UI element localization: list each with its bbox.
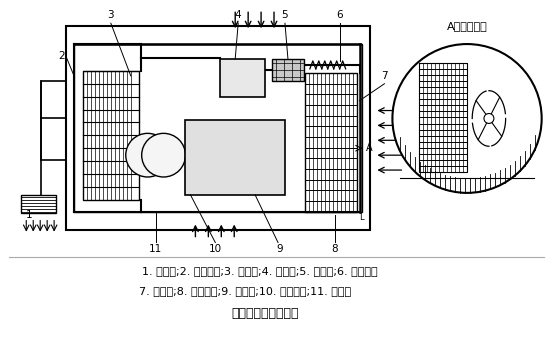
Text: A: A	[366, 143, 372, 153]
Bar	[66, 26, 370, 230]
Text: A向局部视图: A向局部视图	[447, 21, 488, 31]
Text: L: L	[359, 213, 364, 222]
Bar	[74, 44, 362, 212]
Text: 5: 5	[281, 10, 288, 20]
Text: 8: 8	[331, 245, 338, 255]
Bar	[220, 59, 265, 97]
Circle shape	[126, 133, 170, 177]
Bar	[419, 63, 467, 172]
Text: 10: 10	[209, 245, 222, 255]
Text: 7. 冷凝器;8. 轴流风扇;9. 电动机;10. 离心风机;11. 积水盘: 7. 冷凝器;8. 轴流风扇;9. 电动机;10. 离心风机;11. 积水盘	[139, 286, 351, 296]
Circle shape	[392, 44, 542, 193]
Text: 2: 2	[58, 51, 64, 61]
Bar	[272, 59, 304, 81]
Circle shape	[142, 133, 186, 177]
Text: 1. 散流器;2. 空调壳体;3. 蒸发器;4. 压缩机;5. 过滤器;6. 毛细管；: 1. 散流器;2. 空调壳体;3. 蒸发器;4. 压缩机;5. 过滤器;6. 毛…	[142, 266, 378, 276]
Text: 9: 9	[276, 245, 283, 255]
Bar	[186, 120, 285, 195]
Bar	[83, 71, 138, 200]
Text: 6: 6	[336, 10, 343, 20]
Text: 电梯空调系统示意图: 电梯空调系统示意图	[232, 307, 299, 321]
Text: 11: 11	[149, 245, 162, 255]
Text: 7: 7	[381, 71, 388, 81]
Text: 1: 1	[26, 210, 33, 220]
Text: 4: 4	[235, 10, 242, 20]
Text: 3: 3	[107, 10, 114, 20]
Circle shape	[484, 114, 494, 124]
Bar	[305, 73, 357, 212]
Bar	[21, 195, 56, 213]
